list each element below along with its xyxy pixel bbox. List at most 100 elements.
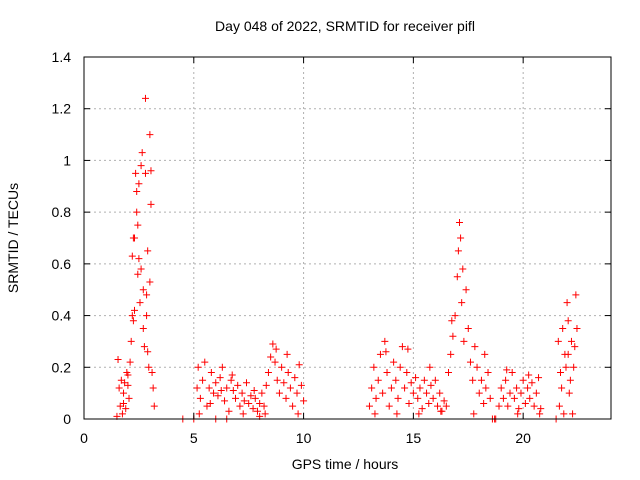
chart-title: Day 048 of 2022, SRMTID for receiver pif… bbox=[215, 18, 475, 34]
data-point bbox=[420, 376, 428, 384]
data-point bbox=[447, 350, 455, 358]
data-point bbox=[216, 374, 224, 382]
data-point bbox=[260, 402, 268, 410]
data-point bbox=[134, 270, 142, 278]
data-point bbox=[414, 394, 422, 402]
data-point bbox=[396, 363, 404, 371]
data-point bbox=[466, 358, 474, 366]
data-point bbox=[261, 410, 269, 418]
data-point bbox=[146, 131, 154, 139]
data-point bbox=[295, 361, 303, 369]
data-point bbox=[267, 353, 275, 361]
data-point bbox=[477, 376, 485, 384]
data-point bbox=[458, 299, 466, 307]
data-point bbox=[282, 394, 290, 402]
data-point bbox=[300, 397, 308, 405]
data-point bbox=[128, 252, 136, 260]
data-point bbox=[382, 348, 390, 356]
data-point bbox=[385, 402, 393, 410]
data-point bbox=[392, 376, 400, 384]
data-point bbox=[510, 394, 518, 402]
data-point bbox=[460, 337, 468, 345]
data-point bbox=[517, 389, 525, 397]
data-point bbox=[126, 358, 134, 366]
x-tick-label: 5 bbox=[190, 430, 198, 446]
data-point bbox=[145, 363, 153, 371]
data-point bbox=[223, 384, 231, 392]
data-point bbox=[218, 363, 226, 371]
data-point bbox=[376, 350, 384, 358]
x-tick-label: 10 bbox=[296, 430, 312, 446]
data-point bbox=[423, 389, 431, 397]
data-point bbox=[365, 402, 373, 410]
data-point bbox=[564, 350, 572, 358]
data-point bbox=[141, 169, 149, 177]
data-point bbox=[453, 273, 461, 281]
data-point bbox=[469, 376, 477, 384]
data-point bbox=[429, 394, 437, 402]
data-point bbox=[239, 410, 247, 418]
data-point bbox=[135, 180, 143, 188]
data-point bbox=[147, 200, 155, 208]
data-point bbox=[205, 384, 213, 392]
data-point bbox=[567, 337, 575, 345]
data-point bbox=[481, 350, 489, 358]
data-point bbox=[521, 399, 529, 407]
data-point bbox=[148, 368, 156, 376]
y-tick-label: 0 bbox=[63, 411, 71, 427]
data-point bbox=[497, 384, 505, 392]
data-point bbox=[508, 368, 516, 376]
y-tick-label: 0.4 bbox=[52, 308, 72, 324]
data-point bbox=[440, 397, 448, 405]
data-point bbox=[227, 376, 235, 384]
data-point bbox=[131, 306, 139, 314]
data-point bbox=[455, 218, 463, 226]
data-point bbox=[127, 337, 135, 345]
data-point bbox=[502, 376, 510, 384]
data-point bbox=[412, 374, 420, 382]
data-point bbox=[515, 405, 523, 413]
data-point bbox=[124, 371, 132, 379]
data-point bbox=[280, 379, 288, 387]
data-point bbox=[371, 410, 379, 418]
data-point bbox=[559, 325, 567, 332]
data-point bbox=[398, 343, 406, 351]
data-point bbox=[232, 394, 240, 402]
data-point bbox=[464, 325, 472, 332]
data-point bbox=[571, 343, 579, 351]
data-point bbox=[225, 407, 233, 415]
data-point bbox=[379, 389, 387, 397]
data-point bbox=[407, 379, 415, 387]
points-layer bbox=[113, 94, 581, 423]
data-point bbox=[120, 399, 128, 407]
data-point bbox=[482, 384, 490, 392]
data-point bbox=[221, 397, 229, 405]
data-point bbox=[275, 389, 283, 397]
y-tick-label: 1.2 bbox=[52, 101, 72, 117]
data-point bbox=[393, 410, 401, 418]
data-point bbox=[207, 368, 215, 376]
data-point bbox=[201, 358, 209, 366]
data-point bbox=[196, 394, 204, 402]
data-point bbox=[228, 371, 236, 379]
data-point bbox=[532, 389, 540, 397]
data-point bbox=[566, 376, 574, 384]
data-point bbox=[242, 379, 250, 387]
data-point bbox=[146, 278, 154, 286]
data-point bbox=[524, 384, 532, 392]
data-point bbox=[137, 265, 145, 273]
data-point bbox=[150, 402, 158, 410]
data-point bbox=[473, 363, 481, 371]
data-point bbox=[286, 384, 294, 392]
data-point bbox=[471, 343, 479, 351]
data-point bbox=[253, 407, 261, 415]
data-point bbox=[470, 410, 478, 418]
data-point bbox=[434, 402, 442, 410]
data-point bbox=[245, 399, 253, 407]
data-point bbox=[262, 381, 270, 389]
data-point bbox=[403, 368, 411, 376]
data-point bbox=[293, 389, 301, 397]
data-point bbox=[210, 389, 218, 397]
data-point bbox=[537, 405, 545, 413]
